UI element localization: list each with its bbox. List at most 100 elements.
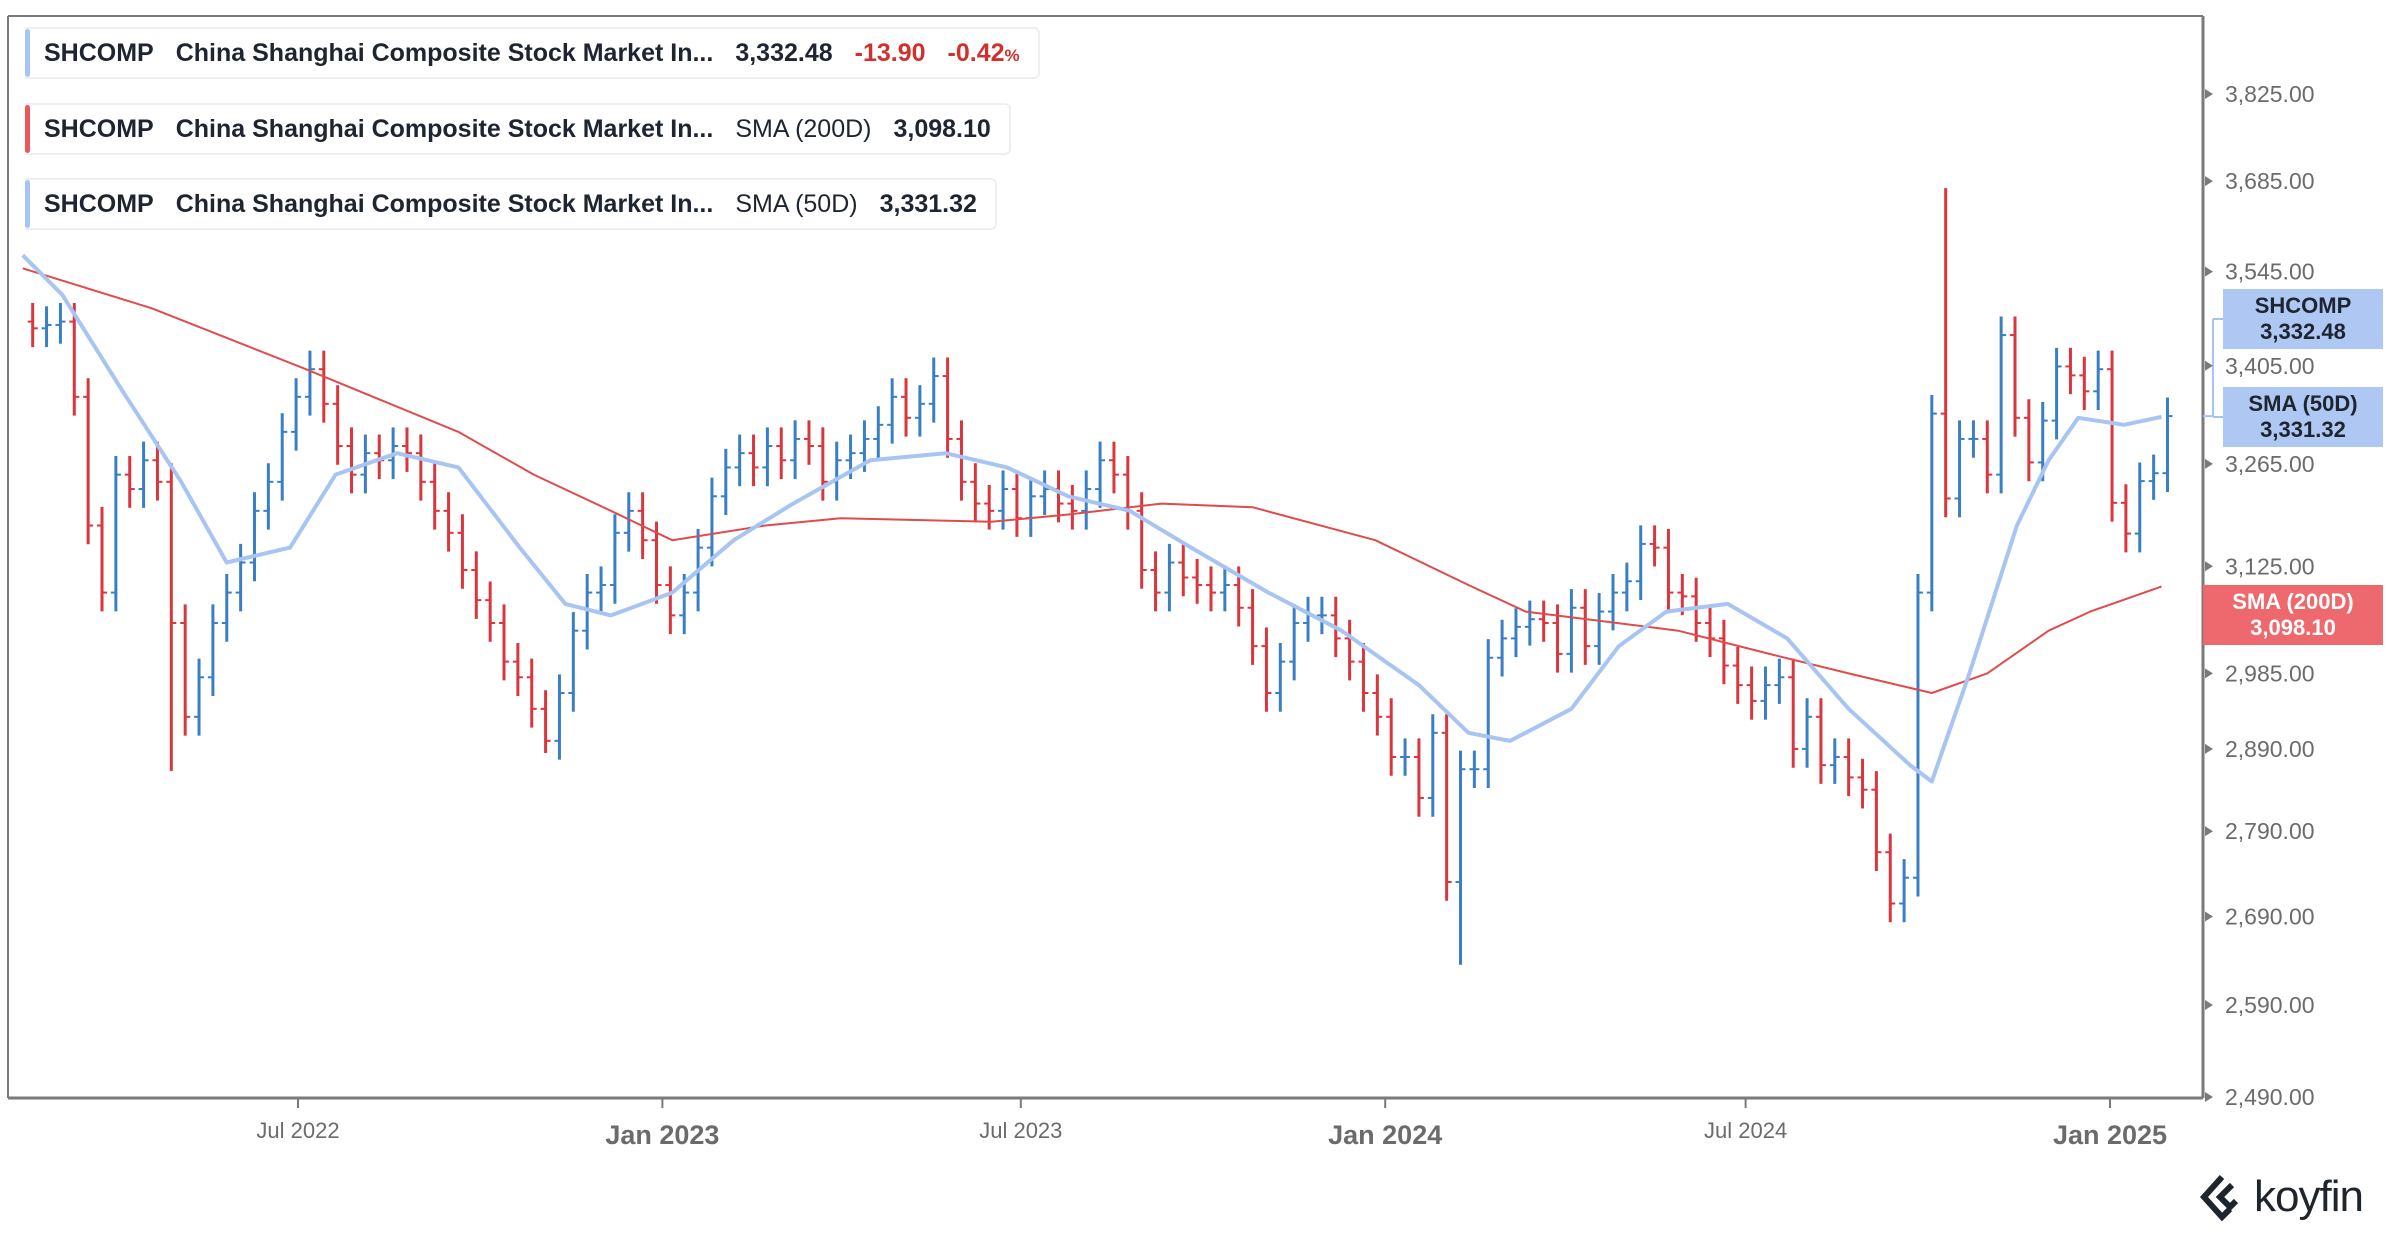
x-tick-label: Jan 2024 (1328, 1120, 1442, 1150)
ohlc-bar (41, 306, 52, 348)
koyfin-logo-icon (2200, 1174, 2239, 1221)
y-tick-mark (2205, 89, 2213, 99)
ohlc-bar (401, 427, 412, 472)
ohlc-bar (1594, 592, 1605, 665)
ohlc-bar (1566, 589, 1577, 673)
x-tick-label: Jul 2023 (979, 1118, 1062, 1143)
legend-name: China Shanghai Composite Stock Market In… (175, 114, 714, 143)
price-tag-shcomp: SHCOMP 3,332.48 (2223, 289, 2383, 349)
ohlc-bar (790, 420, 801, 480)
tag-value: 3,331.32 (2260, 417, 2346, 442)
y-tick-mark (2205, 360, 2213, 371)
ohlc-bar (582, 573, 593, 650)
ohlc-bar (928, 357, 939, 423)
ohlc-bar (415, 434, 426, 501)
ohlc-bar (1205, 566, 1216, 612)
legend-value: 3,098.10 (893, 114, 991, 143)
y-tick-label: 2,890.00 (2225, 736, 2315, 762)
legend-change-pct: -0.42 (947, 38, 1005, 67)
ohlc-bar (1899, 859, 1910, 923)
ohlc-bar (1635, 525, 1646, 601)
ohlc-bar (235, 543, 246, 612)
legend-value: 3,331.32 (879, 189, 977, 218)
ohlc-bar (1247, 589, 1258, 665)
ohlc-bar (1386, 698, 1397, 776)
ohlc-bar (346, 427, 357, 494)
y-tick-label: 2,590.00 (2225, 992, 2315, 1018)
y-tick-label: 3,265.00 (2225, 451, 2315, 477)
y-tick-label: 3,685.00 (2225, 168, 2315, 194)
ohlc-bar (207, 604, 218, 697)
ohlc-bar (1954, 420, 1965, 518)
ohlc-bar (1982, 420, 1993, 494)
ohlc-bar (2134, 462, 2145, 553)
ohlc-bar (720, 448, 731, 516)
ohlc-bar (1372, 674, 1383, 736)
ohlc-bar (485, 581, 496, 642)
ohlc-bar (332, 385, 343, 465)
ohlc-bar (2148, 454, 2159, 500)
legend-sma200[interactable]: SHCOMP China Shanghai Composite Stock Ma… (25, 103, 1011, 155)
ohlc-bar (526, 658, 537, 728)
ohlc-bar (734, 434, 745, 487)
ohlc-bar (1871, 771, 1882, 872)
tag-label: SHCOMP (2254, 293, 2352, 318)
legend-indicator: SMA (50D) (735, 189, 858, 218)
ohlc-bar (1469, 750, 1480, 788)
ohlc-bar (69, 302, 80, 416)
ohlc-bar (471, 551, 482, 619)
ohlc-bar (942, 357, 953, 458)
ohlc-bar (1718, 619, 1729, 685)
y-tick-mark (2205, 911, 2213, 922)
ohlc-bar (512, 643, 523, 697)
ohlc-bar (152, 441, 163, 501)
x-tick-label: Jul 2022 (256, 1118, 339, 1143)
legend-sma50[interactable]: SHCOMP China Shanghai Composite Stock Ma… (25, 178, 997, 230)
ohlc-bar (2023, 399, 2034, 482)
ohlc-bar (138, 441, 149, 508)
series-color-strip (25, 105, 30, 153)
ohlc-bar (1968, 420, 1979, 458)
ohlc-bar (1219, 566, 1230, 612)
ohlc-bar (318, 350, 329, 423)
y-tick-label: 2,790.00 (2225, 818, 2315, 844)
series-color-strip (25, 29, 30, 77)
ohlc-bar (970, 463, 981, 523)
tag-value: 3,332.48 (2260, 319, 2346, 344)
ohlc-bar (1067, 484, 1078, 530)
ohlc-bar (2079, 356, 2090, 411)
ohlc-bar (1774, 658, 1785, 704)
y-tick-mark (2205, 1092, 2213, 1102)
ohlc-bar (1705, 604, 1716, 658)
ohlc-bar (1510, 608, 1521, 658)
y-tick-label: 3,405.00 (2225, 353, 2315, 379)
ohlc-bar (1303, 596, 1314, 642)
ohlc-bar (2093, 350, 2104, 411)
ohlc-bar (1760, 666, 1771, 720)
ohlc-bar (956, 420, 967, 501)
ohlc-bar (83, 378, 94, 545)
legend-price[interactable]: SHCOMP China Shanghai Composite Stock Ma… (25, 27, 1040, 79)
ohlc-bar (1857, 758, 1868, 809)
ohlc-bar (748, 434, 759, 487)
ohlc-bar (1122, 456, 1133, 530)
ohlc-bar (1441, 714, 1452, 901)
y-tick-mark (2205, 561, 2213, 572)
brand-name: koyfin (2254, 1172, 2364, 1221)
ohlc-bar (1996, 316, 2007, 494)
tag-label: SMA (50D) (2248, 391, 2358, 416)
y-tick-mark (2205, 458, 2213, 469)
legend-change: -13.90 (854, 38, 926, 67)
legend-ticker: SHCOMP (44, 38, 154, 67)
price-tag-sma200: SMA (200D) 3,098.10 (2203, 585, 2383, 645)
ohlc-bar (776, 427, 787, 480)
ohlc-bar (540, 690, 551, 753)
legend-value: 3,332.48 (735, 38, 833, 67)
ohlc-bar (803, 420, 814, 465)
y-tick-label: 2,985.00 (2225, 660, 2315, 686)
x-tick-label: Jan 2023 (605, 1120, 719, 1150)
ohlc-bar (1483, 639, 1494, 788)
ohlc-bar (27, 302, 38, 348)
y-tick-label: 3,825.00 (2225, 81, 2315, 107)
